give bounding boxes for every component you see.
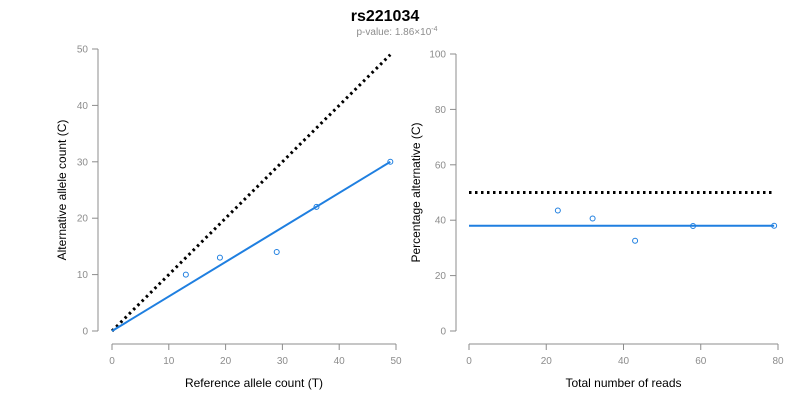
expected-ratio-line — [110, 53, 392, 333]
chart-title: rs221034 — [351, 8, 420, 25]
y-axis: 0 20 40 60 80 100 — [429, 50, 457, 338]
data-point — [182, 271, 189, 278]
data-point — [690, 223, 697, 230]
y-tick-label: 20 — [77, 214, 89, 225]
x-tick-label: 20 — [220, 356, 232, 367]
data-point — [771, 222, 778, 229]
y-tick-label: 50 — [77, 45, 89, 56]
x-axis-label: Reference allele count (T) — [185, 376, 323, 390]
y-tick-label: 10 — [77, 270, 89, 281]
x-tick-label: 40 — [618, 356, 630, 367]
fitted-line — [111, 160, 391, 332]
data-point — [216, 254, 223, 261]
p-value-text: p-value: 1.86×10 — [356, 27, 431, 38]
x-tick-label: 80 — [772, 356, 784, 367]
chart-subtitle: p-value: 1.86×10-4 — [356, 26, 437, 38]
x-tick-label: 60 — [695, 356, 707, 367]
data-point — [589, 215, 596, 222]
x-tick-label: 0 — [109, 356, 115, 367]
x-axis-label: Total number of reads — [565, 376, 681, 390]
y-tick-label: 0 — [440, 327, 446, 338]
x-tick-label: 10 — [163, 356, 175, 367]
y-axis: 0 10 20 30 40 50 — [77, 45, 99, 338]
data-point — [387, 158, 394, 165]
y-axis-label: Percentage alternative (C) — [409, 122, 423, 262]
y-tick-label: 40 — [77, 101, 89, 112]
y-axis-label: Alternative allele count (C) — [55, 120, 69, 261]
data-point — [313, 203, 320, 210]
y-tick-label: 60 — [435, 160, 447, 171]
y-tick-label: 40 — [435, 216, 447, 227]
x-tick-label: 50 — [390, 356, 402, 367]
y-tick-label: 30 — [77, 157, 89, 168]
x-axis: 0 10 20 30 40 50 — [109, 343, 402, 367]
p-value-exponent: -4 — [431, 26, 437, 33]
data-point — [273, 249, 280, 256]
y-tick-label: 100 — [429, 50, 446, 61]
x-tick-label: 30 — [277, 356, 289, 367]
data-point — [554, 207, 561, 214]
x-axis: 0 20 40 60 80 — [466, 343, 784, 367]
x-tick-label: 40 — [334, 356, 346, 367]
y-tick-label: 0 — [82, 327, 88, 338]
percentage-panel: 0 20 40 60 80 Total number of reads 0 20 40 60 80 1… — [409, 50, 784, 391]
data-point — [632, 237, 639, 244]
x-tick-label: 0 — [466, 356, 472, 367]
y-tick-label: 20 — [435, 271, 447, 282]
y-tick-label: 80 — [435, 105, 447, 116]
allele-count-panel: 0 10 20 30 40 50 Reference allele count (T) 0 10… — [55, 45, 402, 391]
x-tick-label: 20 — [541, 356, 553, 367]
